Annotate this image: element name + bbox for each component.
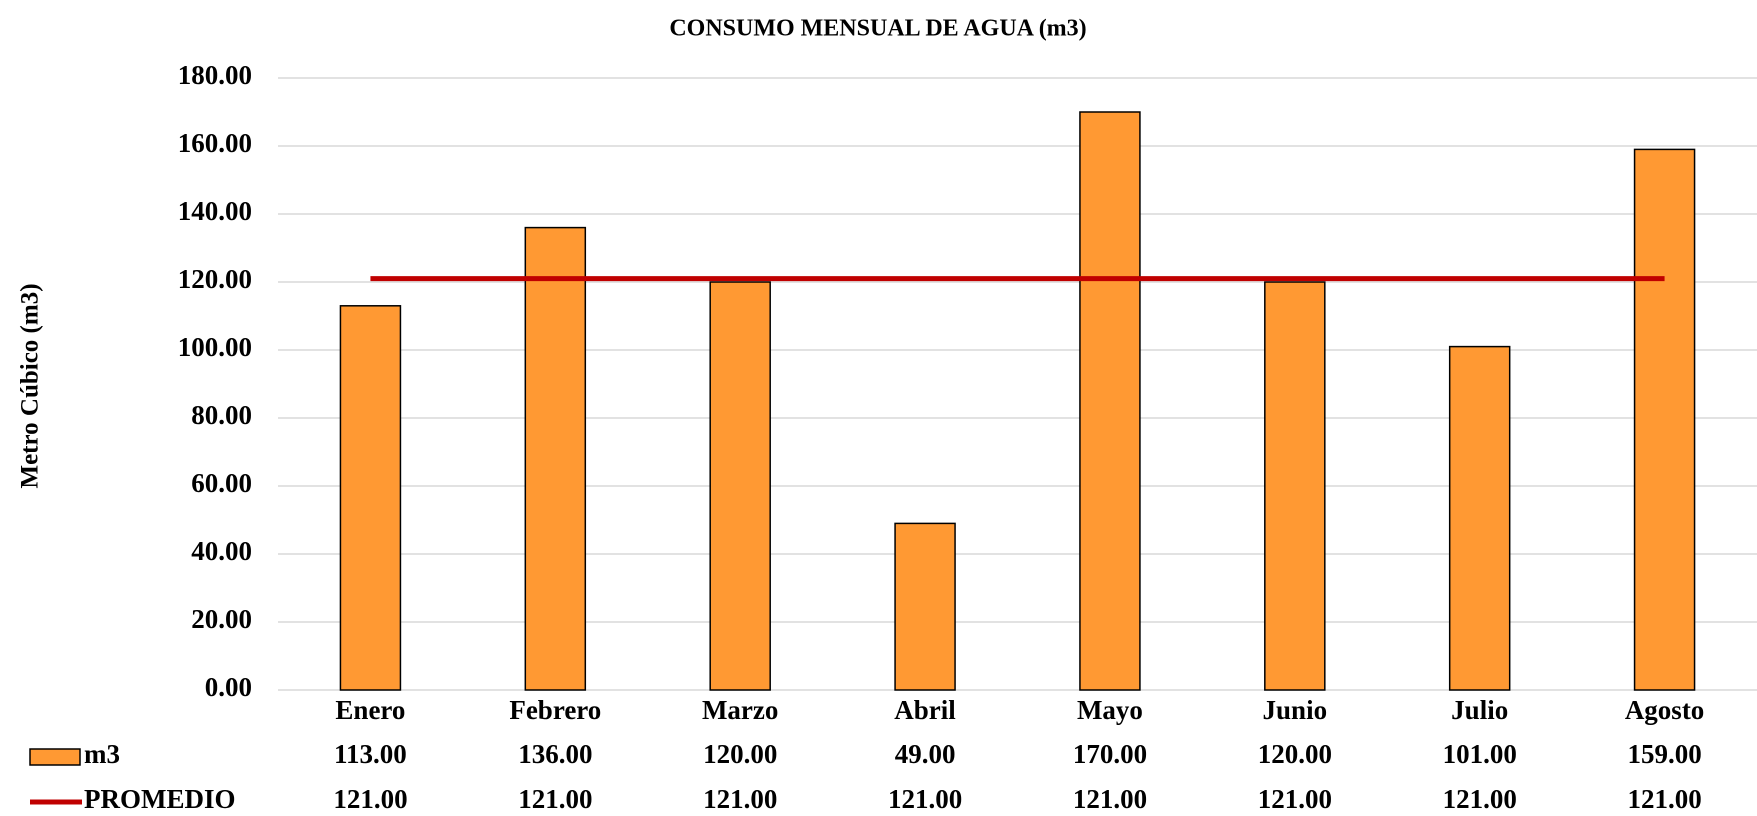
y-tick-label: 20.00 (191, 604, 252, 634)
x-tick-label: Abril (894, 695, 956, 725)
bar (339, 305, 402, 691)
table-value: 121.00 (703, 784, 777, 814)
bar (1264, 281, 1326, 691)
table-value: 121.00 (333, 784, 407, 814)
x-tick-label: Junio (1263, 695, 1328, 725)
x-tick-label: Marzo (702, 695, 778, 725)
bar (1633, 148, 1696, 691)
legend-label: PROMEDIO (84, 784, 236, 814)
y-tick-label: 140.00 (178, 196, 252, 226)
table-value: 120.00 (1258, 739, 1332, 769)
y-tick-label: 180.00 (178, 60, 252, 90)
bar (894, 522, 956, 691)
y-tick-label: 0.00 (205, 672, 252, 702)
table-value: 136.00 (518, 739, 592, 769)
table-value: 121.00 (1627, 784, 1701, 814)
legend-label: m3 (84, 739, 120, 769)
table-value: 121.00 (518, 784, 592, 814)
y-tick-label: 60.00 (191, 468, 252, 498)
legend-key (29, 748, 81, 766)
table-value: 121.00 (1443, 784, 1517, 814)
bar (709, 281, 771, 691)
bar (1448, 345, 1511, 691)
chart-title: CONSUMO MENSUAL DE AGUA (m3) (669, 16, 1086, 42)
table-value: 121.00 (1073, 784, 1147, 814)
table-value: 120.00 (703, 739, 777, 769)
x-tick-label: Mayo (1077, 695, 1143, 725)
y-tick-label: 80.00 (191, 400, 252, 430)
y-tick-label: 100.00 (178, 332, 252, 362)
table-value: 159.00 (1627, 739, 1701, 769)
x-tick-label: Agosto (1625, 695, 1705, 725)
table-value: 49.00 (895, 739, 956, 769)
bar (524, 226, 587, 691)
table-value: 170.00 (1073, 739, 1147, 769)
y-tick-label: 40.00 (191, 536, 252, 566)
bar (1079, 111, 1141, 691)
y-tick-label: 120.00 (178, 264, 252, 294)
table-value: 101.00 (1443, 739, 1517, 769)
table-value: 121.00 (888, 784, 962, 814)
x-tick-label: Febrero (509, 695, 601, 725)
table-value: 113.00 (334, 739, 407, 769)
x-tick-label: Julio (1451, 695, 1508, 725)
table-value: 121.00 (1258, 784, 1332, 814)
y-tick-label: 160.00 (178, 128, 252, 158)
y-axis-label: Metro Cúbico (m3) (17, 283, 44, 488)
x-tick-label: Enero (335, 695, 405, 725)
